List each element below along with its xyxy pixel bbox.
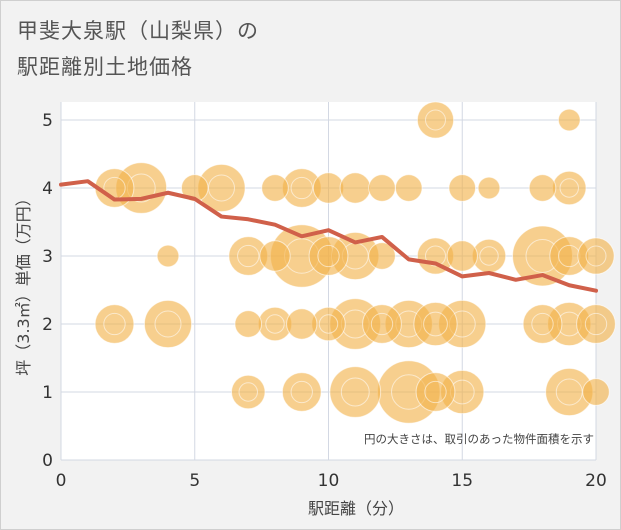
data-bubble: [362, 304, 402, 344]
bubble-inner-ring: [584, 312, 608, 336]
x-axis-title: 駅距離（分）: [308, 499, 404, 518]
data-bubble: [259, 240, 291, 272]
data-bubble: [94, 304, 135, 344]
y-tick-label: 4: [42, 179, 53, 199]
trend-line-layer: [59, 179, 598, 293]
data-bubble: [394, 174, 423, 202]
y-tick-label: 0: [42, 451, 53, 471]
bubble-inner-ring: [340, 377, 370, 407]
data-bubble: [281, 372, 322, 412]
y-tick-label: 2: [42, 315, 53, 335]
data-bubble: [448, 174, 477, 202]
bubble-inner-ring: [290, 176, 313, 200]
data-bubble: [416, 101, 455, 139]
data-bubble: [413, 301, 458, 347]
average-price-line: [59, 179, 598, 293]
chart-title: 甲斐大泉駅（山梨県）の 駅距離別土地価格: [17, 13, 259, 85]
bubble-inner-ring: [423, 311, 448, 337]
data-bubble: [329, 366, 382, 418]
data-bubble: [156, 244, 180, 268]
bubble-inner-ring: [317, 244, 340, 268]
data-bubble: [576, 304, 616, 344]
x-tick-label: 0: [56, 471, 67, 491]
annotation-note: 円の大きさは、取引のあった物件面積を示す: [364, 432, 594, 446]
data-bubble: [557, 108, 581, 132]
data-bubble: [446, 240, 478, 272]
y-axis-title: 坪（3.3㎡）単価（万円）: [14, 190, 33, 375]
bubble-inner-ring: [425, 109, 446, 131]
data-bubble: [180, 174, 209, 202]
data-bubble: [261, 174, 289, 202]
bubble-inner-ring: [265, 314, 285, 334]
data-bubble: [477, 176, 501, 200]
title-line-2: 駅距離別土地価格: [17, 55, 193, 79]
bubble-inner-ring: [425, 245, 446, 267]
bubble-inner-ring: [290, 380, 313, 404]
data-bubble: [286, 308, 318, 340]
x-tick-label: 20: [585, 471, 607, 491]
bubble-layer: [94, 101, 616, 424]
data-bubble: [551, 170, 587, 206]
bubble-inner-ring: [154, 310, 182, 338]
data-bubble: [308, 236, 349, 276]
bubble-inner-ring: [424, 380, 447, 404]
bubble-inner-ring: [103, 312, 126, 336]
y-tick-label: 5: [42, 111, 53, 131]
data-bubble: [339, 172, 371, 204]
data-bubble: [230, 374, 266, 410]
data-bubble: [234, 310, 263, 338]
bubble-inner-ring: [559, 178, 579, 198]
x-tick-label: 15: [451, 471, 473, 491]
data-bubble: [368, 242, 396, 270]
data-bubble: [415, 372, 456, 412]
data-bubble: [528, 174, 557, 202]
bubble-inner-ring: [531, 312, 554, 336]
x-tick-label: 10: [318, 471, 340, 491]
data-bubble: [522, 304, 563, 344]
data-bubble: [582, 378, 610, 406]
data-bubble: [577, 237, 615, 275]
y-tick-label: 1: [42, 383, 53, 403]
data-bubble: [312, 172, 345, 204]
data-bubble: [143, 299, 193, 349]
data-bubble: [368, 174, 396, 202]
bubble-inner-ring: [585, 245, 607, 267]
title-line-1: 甲斐大泉駅（山梨県）の: [17, 19, 259, 43]
x-tick-label: 5: [189, 471, 200, 491]
bubble-inner-ring: [479, 246, 499, 266]
bubble-inner-ring: [237, 244, 260, 268]
bubble-inner-ring: [370, 312, 394, 336]
y-tick-label: 3: [42, 247, 53, 267]
bubble-inner-ring: [318, 314, 339, 334]
bubble-inner-ring: [238, 382, 258, 402]
tick-labels: 0 5 10 15 20 0 1 2 3 4 5: [42, 111, 607, 491]
